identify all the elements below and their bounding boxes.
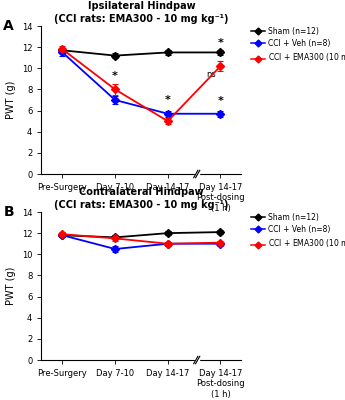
Title: Ipsilateral Hindpaw
(CCI rats: EMA300 - 10 mg kg⁻¹): Ipsilateral Hindpaw (CCI rats: EMA300 - … — [54, 2, 229, 24]
Text: ns: ns — [206, 70, 216, 79]
Text: B: B — [3, 204, 14, 218]
Y-axis label: PWT (g): PWT (g) — [6, 81, 16, 119]
Text: *: * — [165, 95, 171, 105]
Legend: Sham (n=12), CCI + Veh (n=8), CCI + EMA300 (10 mg kg$^{-1}$) (n=15): Sham (n=12), CCI + Veh (n=8), CCI + EMA3… — [251, 213, 345, 251]
Text: *: * — [217, 38, 223, 48]
Legend: Sham (n=12), CCI + Veh (n=8), CCI + EMA300 (10 mg kg$^{-1}$) (n=15): Sham (n=12), CCI + Veh (n=8), CCI + EMA3… — [251, 27, 345, 65]
Y-axis label: PWT (g): PWT (g) — [6, 267, 16, 305]
Bar — [195, 357, 199, 363]
Text: *: * — [112, 71, 118, 81]
Text: Post-CCI Surgery: Post-CCI Surgery — [132, 224, 203, 233]
Text: *: * — [217, 96, 223, 106]
Title: Contralateral Hindpaw
(CCI rats: EMA300 - 10 mg kg⁻¹): Contralateral Hindpaw (CCI rats: EMA300 … — [54, 188, 229, 210]
Bar — [195, 171, 199, 177]
Text: A: A — [3, 18, 14, 33]
